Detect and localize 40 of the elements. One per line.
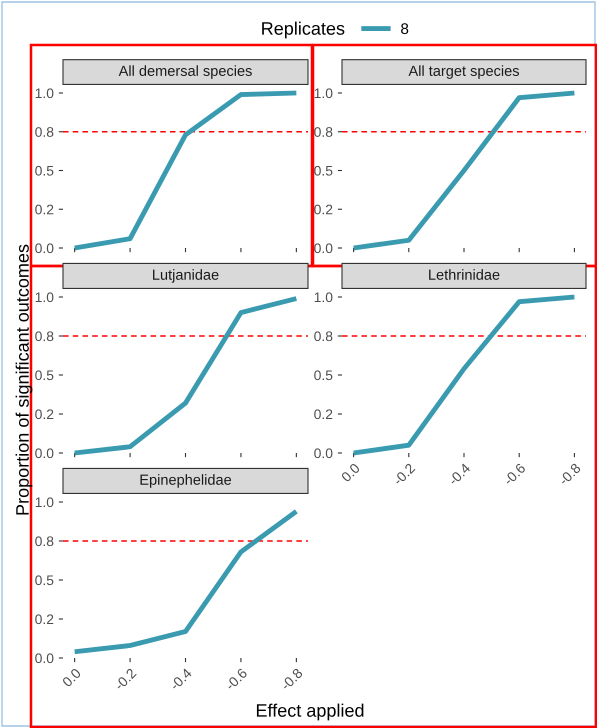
y-tick-label: 0.2 xyxy=(35,409,54,420)
y-tick-label: 1.0 xyxy=(36,292,54,302)
x-tick-label: -0.6 xyxy=(502,462,526,486)
y-tick-label: 0.2 xyxy=(35,614,54,624)
y-tick-label: 0.5 xyxy=(35,370,54,380)
y-tick-label: 0.8 xyxy=(35,331,54,342)
legend-title: Replicates xyxy=(262,22,344,38)
chart-title: Epinephelidae xyxy=(140,474,232,488)
y-tick-label: 0.2 xyxy=(35,204,54,214)
y-tick-label: 0.8 xyxy=(35,536,54,546)
y-tick-label: 0.2 xyxy=(314,409,332,420)
x-tick-label: -0.8 xyxy=(558,462,582,486)
x-tick-label: -0.8 xyxy=(280,668,304,691)
y-tick-label: 0.8 xyxy=(35,127,54,137)
chart-title: Lutjanidae xyxy=(153,269,219,283)
y-tick-label: 0.8 xyxy=(314,331,332,342)
y-tick-label: 0.5 xyxy=(314,370,332,380)
x-tick-label: 0.0 xyxy=(340,462,360,483)
x-axis-title: Effect applied xyxy=(256,704,364,720)
y-tick-label: 0.0 xyxy=(35,448,54,458)
y-tick-label: 0.5 xyxy=(35,166,54,176)
y-tick-label: 1.0 xyxy=(36,88,54,98)
y-axis-title: Proportion of significant outcomes xyxy=(16,244,32,514)
legend-label: 8 xyxy=(401,23,408,34)
y-tick-label: 0.0 xyxy=(35,653,54,664)
x-tick-label: -0.4 xyxy=(169,668,192,691)
x-tick-label: -0.2 xyxy=(392,462,416,486)
x-tick-label: -0.4 xyxy=(448,462,471,486)
y-tick-label: 1.0 xyxy=(314,292,332,302)
chart-title: All target species xyxy=(408,65,519,79)
chart-title: Lethrinidae xyxy=(429,269,500,280)
x-tick-label: 0.0 xyxy=(62,668,82,688)
x-tick-label: -0.6 xyxy=(224,668,248,691)
chart-title: All demersal species xyxy=(118,65,252,79)
x-tick-label: -0.2 xyxy=(114,668,137,691)
y-tick-label: 1.0 xyxy=(314,88,332,98)
y-tick-label: 0.0 xyxy=(314,448,332,458)
y-tick-label: 1.0 xyxy=(36,497,54,508)
y-tick-label: 0.5 xyxy=(35,575,54,586)
y-tick-label: 0.0 xyxy=(35,243,54,254)
